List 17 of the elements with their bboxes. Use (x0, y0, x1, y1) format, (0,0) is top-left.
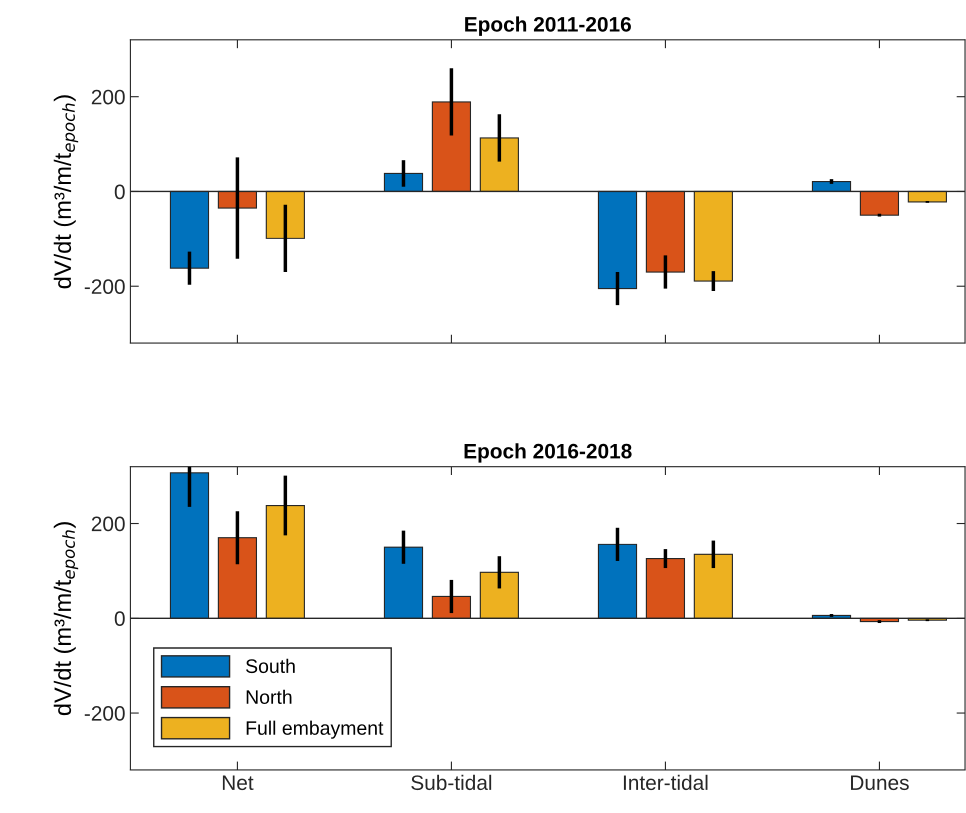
x-tick-label: Sub-tidal (411, 774, 492, 790)
legend-label: Full embayment (246, 720, 384, 739)
y-axis-title: dV/dt (m³/m/t$_{epoch}$) (54, 522, 78, 716)
legend-label: South (246, 658, 295, 674)
x-tick-label: Dunes (851, 776, 909, 790)
chart-title: Epoch 2011-2016 (465, 16, 631, 36)
y-tick-label: 0 (114, 611, 125, 626)
x-tick-label: Net (222, 776, 254, 790)
y-tick-label: -200 (84, 706, 125, 721)
y-tick-label: 200 (92, 90, 125, 104)
y-tick-label: 200 (92, 516, 125, 532)
chart-title: Epoch 2016-2018 (464, 443, 632, 463)
x-tick-label: Inter-tidal (624, 774, 708, 790)
y-tick-label: -200 (84, 279, 125, 294)
legend-label: North (246, 690, 292, 704)
y-axis-title: dV/dt (m³/m/t$_{epoch}$) (54, 95, 78, 288)
y-tick-label: 0 (114, 184, 125, 200)
